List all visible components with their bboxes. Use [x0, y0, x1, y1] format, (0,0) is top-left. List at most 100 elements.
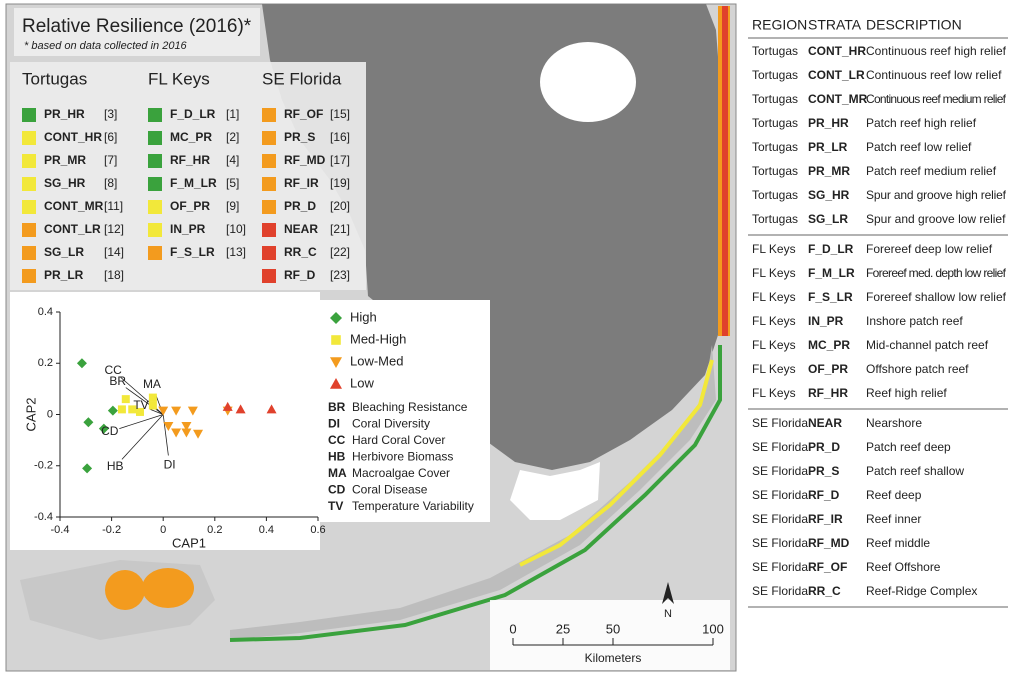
legend-swatch	[262, 200, 276, 214]
table-cell: F_D_LR	[808, 242, 854, 256]
table-cell: Offshore patch reef	[866, 362, 969, 376]
legend-code: SG_LR	[44, 245, 84, 259]
table-cell: Mid-channel patch reef	[866, 338, 989, 352]
legend-index: [8]	[104, 176, 117, 190]
legend-label: High	[350, 309, 377, 324]
table-cell: SE Florida	[752, 536, 808, 550]
x-tick-label: 0.6	[310, 524, 325, 536]
point	[171, 406, 182, 416]
subtitle: * based on data collected in 2016	[24, 40, 188, 52]
point	[181, 428, 192, 438]
legend-marker	[330, 357, 342, 368]
table-cell: Tortugas	[752, 68, 798, 82]
x-tick-label: 0.4	[259, 524, 274, 536]
table-cell: Reef-Ridge Complex	[866, 584, 977, 598]
legend-index: [1]	[226, 107, 239, 121]
vector-abbr: DI	[328, 417, 340, 431]
scale-tick-label: 0	[509, 621, 516, 636]
table-cell: Tortugas	[752, 140, 798, 154]
legend-swatch	[22, 154, 36, 168]
point	[163, 422, 174, 432]
legend-code: IN_PR	[170, 222, 206, 236]
vector-name: Hard Coral Cover	[352, 433, 445, 447]
point	[148, 401, 157, 410]
x-tick-label: 0.2	[207, 524, 222, 536]
table-header: DESCRIPTION	[866, 17, 962, 33]
table-cell: Continuous reef low relief	[866, 68, 1002, 82]
legend-group-title: Tortugas	[22, 69, 87, 88]
legend-swatch	[22, 223, 36, 237]
table-cell: PR_HR	[808, 116, 849, 130]
legend-panel	[10, 62, 366, 290]
table-cell: Tortugas	[752, 92, 798, 106]
legend-swatch	[148, 154, 162, 168]
table-cell: Patch reef shallow	[866, 464, 964, 478]
legend-marker	[330, 378, 342, 389]
table-cell: FL Keys	[752, 338, 796, 352]
table-cell: F_M_LR	[808, 266, 855, 280]
table-header: STRATA	[808, 17, 862, 33]
point	[98, 423, 109, 434]
legend-swatch	[22, 246, 36, 260]
table-cell: Tortugas	[752, 212, 798, 226]
vector	[125, 387, 164, 415]
legend-swatch	[22, 108, 36, 122]
legend-label: Med-High	[350, 331, 406, 346]
scale-tick-label: 25	[556, 621, 570, 636]
table-cell: FL Keys	[752, 266, 796, 280]
title: Relative Resilience (2016)*	[22, 16, 252, 37]
legend-code: PR_HR	[44, 107, 85, 121]
table-cell: PR_MR	[808, 164, 850, 178]
table-cell: Tortugas	[752, 164, 798, 178]
vector-name: Coral Diversity	[352, 417, 430, 431]
vector-abbr: CD	[328, 483, 346, 497]
point	[148, 393, 157, 402]
table-cell: RF_D	[808, 488, 840, 502]
point	[76, 358, 87, 369]
legend-code: F_D_LR	[170, 107, 216, 121]
table-cell: Forereef shallow low relief	[866, 290, 1007, 304]
vector-label: CD	[101, 424, 119, 438]
table-cell: Patch reef high relief	[866, 116, 977, 130]
table-cell: SE Florida	[752, 488, 808, 502]
table-cell: NEAR	[808, 416, 842, 430]
legend-swatch	[148, 200, 162, 214]
chart-legend-panel	[320, 300, 490, 522]
legend-swatch	[148, 131, 162, 145]
legend-code: F_S_LR	[170, 245, 215, 259]
point	[83, 417, 94, 428]
table-cell: FL Keys	[752, 362, 796, 376]
point	[128, 405, 137, 414]
x-tick-label: -0.2	[102, 524, 121, 536]
legend-index: [21]	[330, 222, 350, 236]
vector-abbr: BR	[328, 400, 346, 414]
table-cell: PR_LR	[808, 140, 848, 154]
table-cell: IN_PR	[808, 314, 844, 328]
table-cell: MC_PR	[808, 338, 850, 352]
table-cell: SE Florida	[752, 416, 808, 430]
legend-swatch	[262, 177, 276, 191]
table-cell: Patch reef low relief	[866, 140, 972, 154]
vector-abbr: CC	[328, 433, 346, 447]
legend-index: [10]	[226, 222, 246, 236]
table-cell: Spur and groove low relief	[866, 212, 1006, 226]
legend-group-title: SE Florida	[262, 69, 342, 88]
legend-index: [9]	[226, 199, 239, 213]
table-cell: RF_HR	[808, 386, 848, 400]
table-cell: SE Florida	[752, 512, 808, 526]
table-cell: Reef deep	[866, 488, 922, 502]
vector-abbr: HB	[328, 450, 346, 464]
table-cell: Reef middle	[866, 536, 930, 550]
table-cell: Spur and groove high relief	[866, 188, 1007, 202]
scale-tick-label: 50	[606, 621, 620, 636]
y-tick-label: 0.2	[38, 357, 53, 369]
table-cell: PR_S	[808, 464, 839, 478]
table-cell: SE Florida	[752, 560, 808, 574]
legend-swatch	[148, 223, 162, 237]
table-cell: Patch reef deep	[866, 440, 951, 454]
bay	[510, 462, 600, 520]
table-cell: Reef inner	[866, 512, 921, 526]
table-cell: CONT_HR	[808, 44, 866, 58]
point	[266, 404, 277, 414]
